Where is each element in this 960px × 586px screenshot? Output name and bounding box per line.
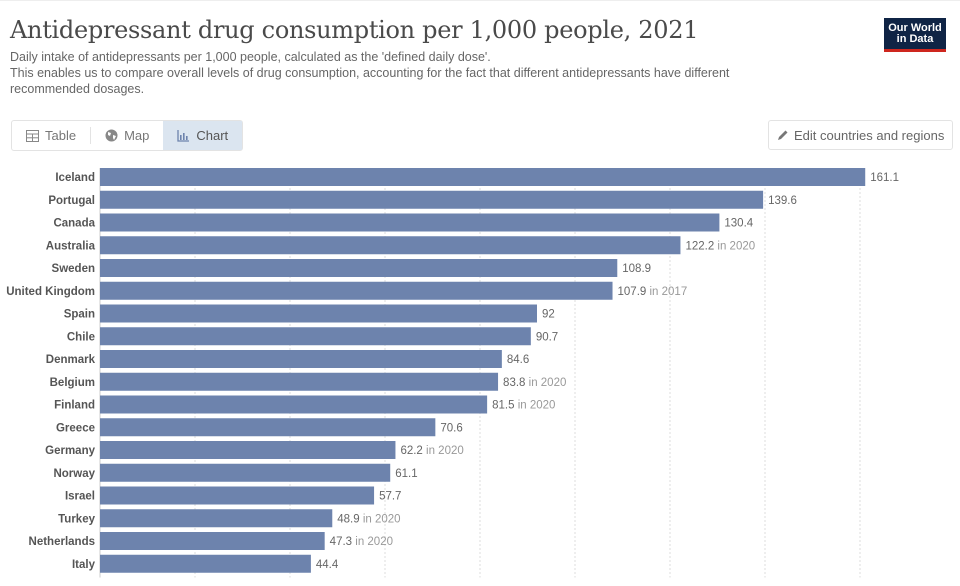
bar bbox=[100, 441, 396, 459]
value-label: 108.9 bbox=[622, 263, 651, 275]
edit-countries-button[interactable]: Edit countries and regions bbox=[768, 120, 954, 150]
page-title: Antidepressant drug consumption per 1,00… bbox=[10, 16, 699, 44]
bar bbox=[100, 281, 613, 300]
pencil-icon bbox=[778, 130, 788, 140]
value-label: 83.8 in 2020 bbox=[503, 377, 566, 389]
value-label: 57.7 bbox=[379, 491, 401, 503]
category-label: Portugal bbox=[48, 195, 95, 207]
value-label: 92 bbox=[542, 309, 555, 321]
bar-chart: Iceland 161.1 Portugal 139.6 Canada 130.4 Aust… bbox=[6, 168, 899, 578]
view-tabs: Table Map Chart bbox=[11, 120, 244, 151]
bar bbox=[100, 395, 488, 414]
category-label: United Kingdom bbox=[6, 286, 95, 298]
value-label: 139.6 bbox=[768, 195, 797, 207]
owid-logo[interactable]: Our World in Data bbox=[884, 18, 946, 52]
bar bbox=[100, 532, 325, 550]
edit-countries-label: Edit countries and regions bbox=[794, 127, 945, 143]
tab-table-label: Table bbox=[45, 128, 77, 143]
category-label: Chile bbox=[67, 331, 95, 343]
value-label: 44.4 bbox=[316, 559, 339, 571]
category-label: Belgium bbox=[50, 377, 95, 389]
tab-chart-label: Chart bbox=[196, 128, 229, 143]
category-label: Italy bbox=[72, 559, 96, 571]
value-label: 130.4 bbox=[724, 218, 753, 230]
category-label: Turkey bbox=[58, 513, 95, 525]
value-label: 84.6 bbox=[507, 354, 529, 366]
bar bbox=[100, 486, 375, 505]
value-label: 81.5 in 2020 bbox=[492, 400, 555, 412]
year-note: in 2020 bbox=[525, 377, 566, 389]
year-note: in 2017 bbox=[646, 286, 687, 298]
bar bbox=[100, 213, 720, 232]
bar bbox=[100, 327, 531, 346]
value-label: 61.1 bbox=[395, 468, 417, 480]
bar bbox=[100, 168, 866, 186]
year-note: in 2020 bbox=[714, 240, 755, 252]
bar bbox=[100, 236, 681, 255]
value-label: 107.9 in 2017 bbox=[618, 286, 688, 298]
tab-divider bbox=[90, 127, 92, 144]
category-label: Spain bbox=[64, 309, 95, 321]
bar bbox=[100, 304, 537, 323]
category-label: Netherlands bbox=[29, 536, 95, 548]
bar-chart-icon bbox=[177, 129, 190, 142]
bar bbox=[100, 554, 311, 573]
tab-map[interactable]: Map bbox=[91, 121, 163, 150]
category-label: Germany bbox=[45, 445, 95, 457]
category-label: Denmark bbox=[46, 354, 96, 366]
globe-icon bbox=[105, 129, 118, 142]
tab-map-label: Map bbox=[124, 128, 150, 143]
value-label: 47.3 in 2020 bbox=[330, 536, 393, 548]
tab-table[interactable]: Table bbox=[12, 121, 90, 150]
bar bbox=[100, 509, 333, 528]
year-note: in 2020 bbox=[515, 400, 556, 412]
value-label: 70.6 bbox=[440, 422, 462, 434]
bar bbox=[100, 418, 436, 437]
value-label: 48.9 in 2020 bbox=[337, 513, 400, 525]
bar bbox=[100, 350, 502, 368]
bar bbox=[100, 463, 391, 482]
bar bbox=[100, 259, 618, 277]
logo-line-1: Our World bbox=[888, 22, 942, 34]
chart-subtitle: Daily intake of antidepressants per 1,00… bbox=[10, 49, 810, 97]
category-label: Norway bbox=[53, 468, 95, 480]
year-note: in 2020 bbox=[352, 536, 393, 548]
category-label: Finland bbox=[54, 400, 95, 412]
logo-line-2: in Data bbox=[896, 33, 934, 45]
value-label: 122.2 in 2020 bbox=[685, 240, 755, 252]
category-label: Australia bbox=[46, 240, 96, 252]
value-label: 62.2 in 2020 bbox=[400, 445, 463, 457]
table-icon bbox=[26, 129, 39, 142]
bar bbox=[100, 190, 764, 209]
subtitle-line-1: Daily intake of antidepressants per 1,00… bbox=[10, 50, 491, 64]
top-border bbox=[0, 0, 960, 1]
subtitle-line-2: This enables us to compare overall level… bbox=[10, 66, 730, 96]
bar bbox=[100, 372, 499, 391]
year-note: in 2020 bbox=[423, 445, 464, 457]
category-label: Iceland bbox=[55, 172, 95, 184]
tab-chart[interactable]: Chart bbox=[163, 121, 243, 150]
value-label: 90.7 bbox=[536, 331, 558, 343]
category-label: Sweden bbox=[52, 263, 95, 275]
category-label: Greece bbox=[56, 422, 95, 434]
value-label: 161.1 bbox=[870, 172, 899, 184]
category-label: Israel bbox=[65, 491, 95, 503]
year-note: in 2020 bbox=[360, 513, 401, 525]
category-label: Canada bbox=[53, 218, 95, 230]
